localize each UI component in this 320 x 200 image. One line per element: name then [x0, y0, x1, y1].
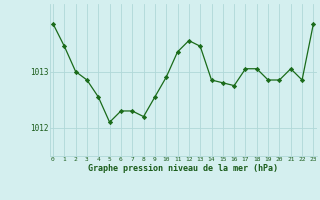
X-axis label: Graphe pression niveau de la mer (hPa): Graphe pression niveau de la mer (hPa): [88, 164, 278, 173]
